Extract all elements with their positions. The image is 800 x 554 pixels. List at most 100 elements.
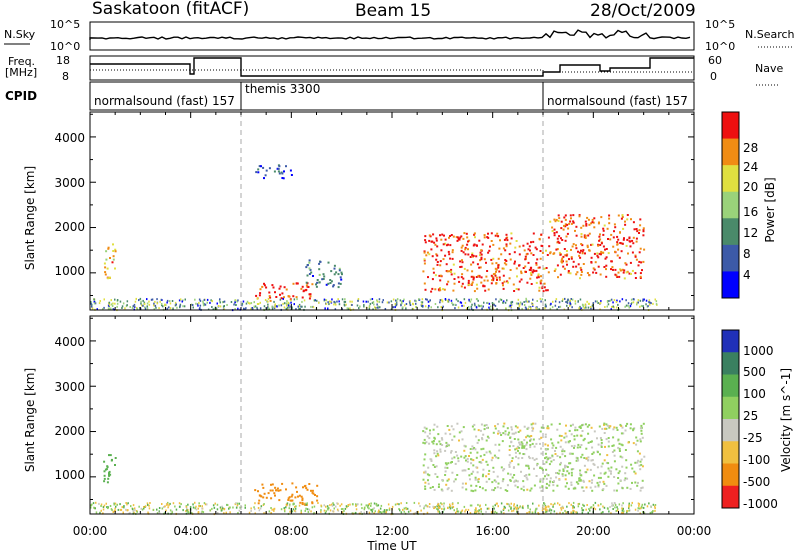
vel-data-ground-cell (516, 507, 518, 509)
power-data-cell (514, 260, 516, 263)
vel-data-ground-cell (356, 503, 358, 506)
power-data-cell (315, 285, 318, 288)
vel-data-cell (509, 436, 512, 439)
power-data-ground-cell (642, 298, 644, 301)
vel-data-cell (606, 424, 609, 427)
power-data-cell (422, 270, 425, 273)
power-data-cell (599, 253, 602, 256)
vel-data-cell (445, 483, 448, 486)
power-data-cell (586, 272, 589, 274)
vel-data-ground-cell (127, 502, 129, 505)
vel-data-ground-cell (426, 511, 429, 514)
power-data-cell (588, 232, 591, 235)
power-data-cell (572, 214, 575, 217)
vel-data-ground-cell (592, 504, 595, 507)
vel-data-ground-cell (541, 509, 544, 512)
power-data-ground-cell (116, 302, 119, 305)
vel-data-ground-cell (120, 508, 123, 511)
power-data-ground-cell (415, 302, 417, 305)
power-data-ground-cell (587, 306, 590, 309)
power-data-cell (443, 234, 445, 237)
vel-data-ground-cell (449, 507, 452, 510)
power-data-ground-cell (608, 300, 610, 302)
vel-data-ground-cell (298, 504, 301, 507)
power-data-ground-cell (300, 305, 302, 308)
vel-data-cell (422, 430, 425, 433)
vel-data-cell (605, 438, 608, 441)
vel-data-ground-cell (572, 506, 574, 509)
power-data-cell (563, 248, 566, 250)
power-data-cell (309, 268, 312, 271)
power-data-cell (640, 261, 643, 264)
power-data-ground-cell (428, 304, 430, 307)
power-data-cell (613, 223, 616, 226)
vel-data-cell (426, 435, 429, 438)
vel-data-cell (496, 486, 499, 489)
vel-data-cell (314, 494, 316, 496)
vel-data-cell (616, 429, 619, 431)
vel-data-ground-cell (438, 507, 440, 509)
vel-data-ground-cell (618, 503, 621, 506)
vel-data-cell (596, 481, 599, 484)
power-data-cell (480, 276, 483, 279)
power-data-ground-cell (612, 305, 614, 308)
vel-data-cell (540, 452, 543, 455)
power-data-cell (502, 274, 505, 277)
vel-data-cell (642, 422, 645, 425)
power-data-ground-cell (645, 303, 647, 306)
power-data-cell (503, 280, 506, 283)
power-data-cell (614, 268, 617, 271)
vel-data-cell (511, 457, 514, 460)
vel-data-ground-cell (548, 505, 550, 508)
power-data-ground-cell (374, 306, 376, 309)
power-data-cell (530, 241, 532, 244)
vel-data-cell (301, 503, 304, 506)
power-data-cell (537, 273, 540, 276)
vel-data-ground-cell (143, 507, 145, 510)
power-data-cell (551, 230, 554, 232)
power-data-ground-cell (234, 299, 236, 302)
power-data-cell (505, 263, 508, 266)
power-data-ground-cell (571, 306, 573, 309)
vel-data-cell (635, 436, 638, 439)
vel-data-ground-cell (352, 503, 354, 506)
power-data-ground-cell (515, 302, 518, 305)
power-data-ground-cell (219, 305, 222, 308)
power-data-cell (438, 274, 441, 277)
vel-data-cell (622, 432, 625, 435)
vel-data-ground-cell (198, 505, 201, 508)
power-data-ground-cell (427, 306, 430, 309)
power-data-cell (109, 257, 111, 259)
vel-data-cell (507, 433, 510, 436)
power-data-cell (611, 266, 614, 269)
vel-data-cell (106, 481, 109, 484)
vel-data-ground-cell (127, 509, 129, 512)
power-data-cell (585, 224, 588, 227)
vel-data-cell (498, 443, 501, 446)
vel-data-ground-cell (597, 504, 599, 507)
vel-data-cell (435, 465, 438, 468)
power-data-ground-cell (372, 308, 374, 311)
power-data-ground-cell (552, 300, 554, 303)
power-data-cell (622, 271, 625, 274)
power-data-cell (295, 282, 298, 285)
power-data-cell (460, 276, 463, 279)
vel-data-ground-cell (600, 503, 602, 506)
power-data-cell (584, 237, 587, 239)
power-data-cell (625, 263, 628, 266)
vel-data-cell (586, 468, 589, 471)
vel-data-ground-cell (201, 507, 203, 510)
vel-data-ground-cell (477, 510, 480, 513)
vel-data-cell (449, 433, 452, 436)
vel-data-cell (545, 461, 548, 464)
power-data-ground-cell (645, 299, 648, 302)
power-data-ground-cell (463, 298, 466, 301)
power-data-ground-cell (424, 305, 427, 308)
power-data-ground-cell (648, 303, 651, 306)
vel-data-ground-cell (112, 510, 114, 513)
vel-data-ground-cell (134, 509, 136, 512)
vel-data-cell (463, 456, 466, 459)
vel-data-ground-cell (461, 509, 464, 512)
power-data-cell (308, 267, 311, 270)
vel-data-cell (485, 460, 488, 463)
